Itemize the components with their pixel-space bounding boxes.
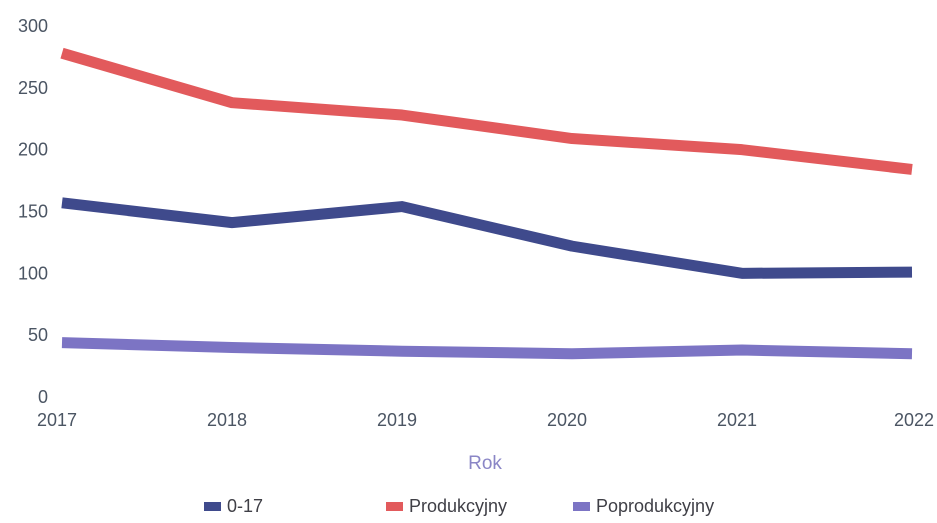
x-tick-label: 2020 (547, 410, 587, 430)
legend-swatch-0-17 (204, 502, 221, 511)
x-tick-label: 2018 (207, 410, 247, 430)
legend-label-0-17: 0-17 (227, 496, 263, 516)
series-line-0-17 (61, 197, 913, 279)
y-axis: 0 50 100 150 200 250 300 (18, 16, 48, 407)
y-tick-label: 250 (18, 78, 48, 98)
legend-label-produkcyjny: Produkcyjny (409, 496, 507, 516)
x-axis: 2017 2018 2019 2020 2021 2022 (37, 410, 934, 430)
legend-swatch-poprodukcyjny (573, 502, 590, 511)
legend-label-poprodukcyjny: Poprodukcyjny (596, 496, 714, 516)
y-tick-label: 100 (18, 263, 48, 283)
x-tick-label: 2021 (717, 410, 757, 430)
x-tick-label: 2019 (377, 410, 417, 430)
x-axis-title: Rok (468, 453, 502, 474)
series-line-poprodukcyjny (61, 337, 913, 360)
y-tick-label: 200 (18, 140, 48, 160)
legend: 0-17 Produkcyjny Poprodukcyjny (204, 496, 714, 516)
y-tick-label: 150 (18, 202, 48, 222)
x-tick-label: 2022 (894, 410, 934, 430)
x-tick-label: 2017 (37, 410, 77, 430)
y-tick-label: 50 (28, 325, 48, 345)
legend-swatch-produkcyjny (386, 502, 403, 511)
y-tick-label: 300 (18, 16, 48, 36)
y-tick-label: 0 (38, 387, 48, 407)
series-line-produkcyjny (60, 47, 913, 175)
series-layer (60, 47, 913, 360)
